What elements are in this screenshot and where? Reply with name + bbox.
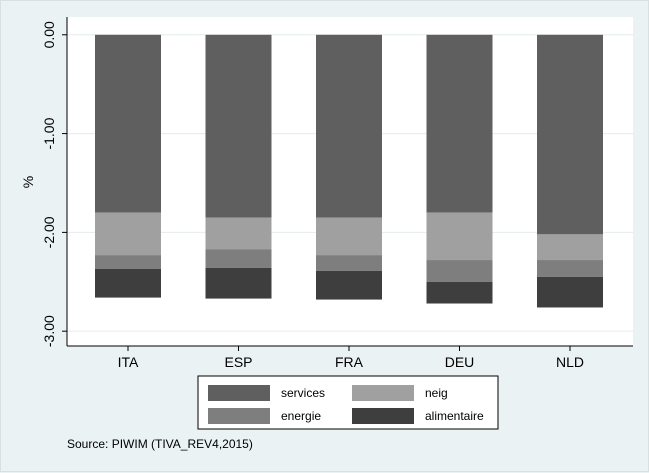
bar-segment-energie-deu: [426, 260, 493, 282]
legend-swatch-services: [208, 385, 270, 401]
legend-label-energie: energie: [281, 409, 321, 423]
x-tick-label-deu: DEU: [445, 354, 475, 370]
legend-label-services: services: [281, 386, 325, 400]
x-tick-label-nld: NLD: [556, 354, 584, 370]
legend-label-neig: neig: [425, 386, 448, 400]
bar-segment-alimentaire-esp: [205, 267, 272, 299]
x-tick-label-ita: ITA: [118, 354, 139, 370]
bar-segment-alimentaire-ita: [95, 268, 161, 298]
x-tick-label-fra: FRA: [335, 354, 364, 370]
bar-segment-services-nld: [537, 34, 603, 235]
bar-segment-energie-fra: [316, 255, 382, 271]
bar-segment-alimentaire-fra: [316, 270, 382, 300]
source-note: Source: PIWIM (TIVA_REV4,2015): [67, 437, 253, 451]
bar-segment-services-fra: [316, 34, 382, 218]
y-tick-label: 0.00: [41, 21, 57, 48]
y-ticks: 0.00 -1.00 -2.00 -3.00: [41, 21, 67, 347]
bar-segment-services-esp: [205, 34, 272, 218]
bar-segment-alimentaire-deu: [426, 281, 493, 304]
bar-segment-energie-nld: [537, 260, 603, 277]
legend-items: services neig energie alimentaire: [208, 385, 484, 424]
y-tick-label: -1.00: [41, 117, 57, 149]
legend-label-alimentaire: alimentaire: [425, 409, 484, 423]
bar-segment-neig-esp: [205, 217, 272, 250]
bar-segment-neig-deu: [426, 212, 493, 261]
bars: [95, 34, 603, 308]
bar-segment-neig-nld: [537, 234, 603, 261]
y-tick-label: -2.00: [41, 216, 57, 248]
x-ticks: ITA ESP FRA DEU NLD: [118, 346, 584, 370]
bar-segment-alimentaire-nld: [537, 276, 603, 308]
bar-segment-neig-ita: [95, 212, 161, 256]
bar-segment-energie-esp: [205, 249, 272, 268]
legend-swatch-energie: [208, 408, 270, 424]
bar-segment-services-ita: [95, 34, 161, 213]
y-tick-label: -3.00: [41, 315, 57, 347]
y-axis-title: %: [20, 176, 36, 188]
x-tick-label-esp: ESP: [224, 354, 252, 370]
legend-swatch-neig: [352, 385, 414, 401]
legend-swatch-alimentaire: [352, 408, 414, 424]
bar-segment-energie-ita: [95, 255, 161, 269]
bar-segment-services-deu: [426, 34, 493, 213]
bar-segment-neig-fra: [316, 217, 382, 256]
legend: services neig energie alimentaire: [197, 375, 499, 430]
